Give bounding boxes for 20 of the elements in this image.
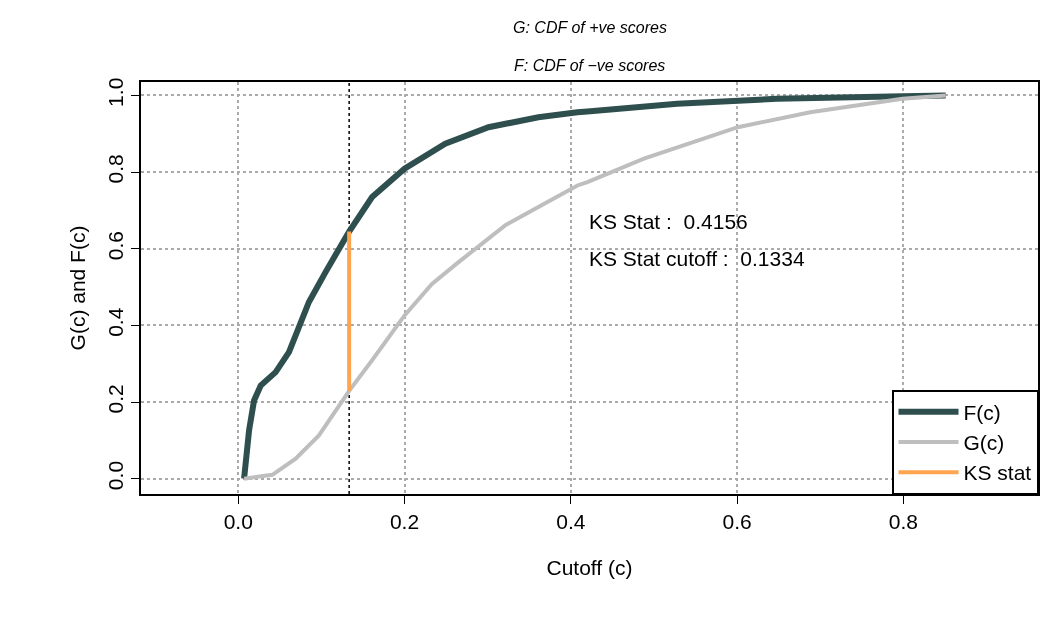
y-tick-label: 0.4 [103, 307, 127, 337]
x-tick-label: 0.8 [888, 509, 918, 533]
y-tick-label: 0.6 [103, 230, 127, 261]
x-tick-label: 0.6 [722, 509, 752, 533]
y-tick-label: 0.8 [103, 154, 127, 184]
y-tick-label: 1.0 [103, 77, 127, 107]
chart-subtitle: F: CDF of −ve scores [514, 57, 666, 74]
x-tick-label: 0.0 [223, 509, 253, 533]
x-axis-title: Cutoff (c) [546, 555, 633, 579]
x-tick-label: 0.2 [389, 509, 420, 533]
legend-label: F(c) [963, 400, 1001, 424]
x-tick-label: 0.4 [556, 509, 586, 533]
annotation: KS Stat cutoff : 0.1334 [589, 247, 805, 270]
y-tick-label: 0.0 [103, 460, 127, 491]
legend-label: KS stat [963, 461, 1032, 485]
chart-title: G: CDF of +ve scores [513, 19, 667, 36]
annotation: KS Stat : 0.4156 [589, 210, 748, 233]
legend-label: G(c) [963, 431, 1005, 455]
y-axis-title: G(c) and F(c) [66, 225, 90, 351]
y-tick-label: 0.2 [103, 384, 127, 414]
